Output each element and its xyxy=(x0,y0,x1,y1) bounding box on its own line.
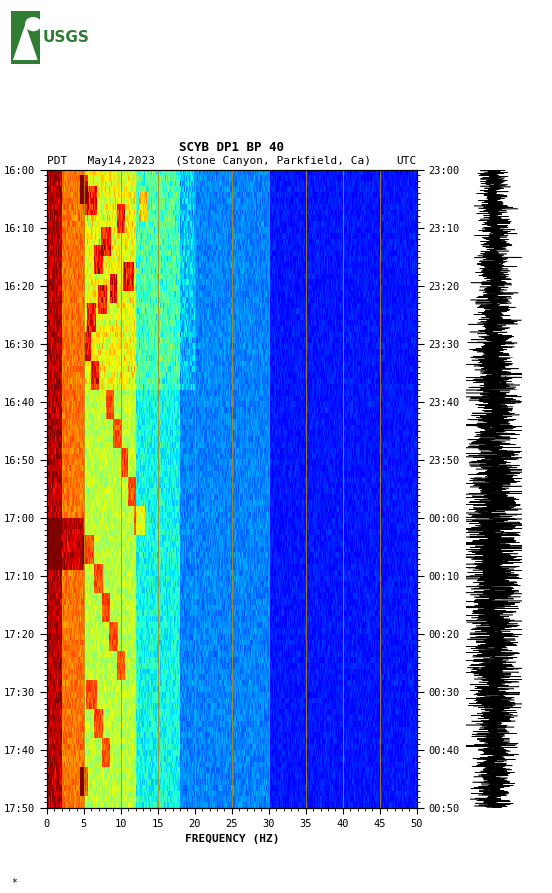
Text: PDT   May14,2023   (Stone Canyon, Parkfield, Ca): PDT May14,2023 (Stone Canyon, Parkfield,… xyxy=(47,156,371,166)
Bar xyxy=(11,11,40,64)
Circle shape xyxy=(25,18,41,30)
Polygon shape xyxy=(13,24,38,60)
Text: UTC: UTC xyxy=(396,156,417,166)
Text: *: * xyxy=(11,878,17,888)
Text: SCYB DP1 BP 40: SCYB DP1 BP 40 xyxy=(179,140,284,154)
X-axis label: FREQUENCY (HZ): FREQUENCY (HZ) xyxy=(184,834,279,844)
Text: USGS: USGS xyxy=(43,30,89,45)
